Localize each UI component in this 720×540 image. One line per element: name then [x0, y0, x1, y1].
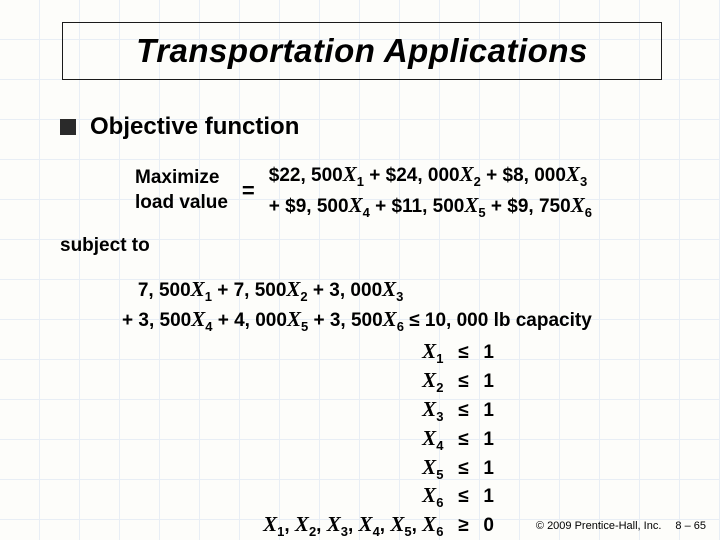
objective-lhs-line1: Maximize	[135, 166, 228, 191]
variable-bounds: X1 ≤1 X2 ≤1 X3 ≤1 X4 ≤1 X5 ≤1 X6 ≤1	[122, 338, 622, 512]
bound-val: 1	[483, 427, 494, 452]
nonneg-vars: X1, X2, X3, X4, X5, X6	[263, 511, 443, 540]
page-title: Transportation Applications	[136, 32, 588, 70]
objective-rhs-line1: $22, 500X1 + $24, 000X2 + $8, 000X3	[269, 160, 592, 191]
nonneg-val: 0	[483, 513, 494, 538]
bound-op: ≤	[451, 398, 475, 423]
footer-page: 8 – 65	[675, 520, 706, 532]
objective-lhs: Maximize load value	[135, 166, 228, 215]
title-box: Transportation Applications	[62, 22, 662, 80]
nonneg-op: ≥	[451, 513, 475, 538]
bound-op: ≤	[451, 369, 475, 394]
bound-var: X3	[422, 396, 443, 425]
bound-op: ≤	[451, 427, 475, 452]
nonneg-constraint: X1, X2, X3, X4, X5, X6 ≥0	[122, 511, 494, 540]
slide-content: Transportation Applications Objective fu…	[0, 0, 720, 540]
objective-lhs-line2: load value	[135, 191, 228, 216]
bound-row: X6 ≤1	[122, 482, 494, 511]
bound-var: X2	[422, 367, 443, 396]
bound-val: 1	[483, 484, 494, 509]
bound-val: 1	[483, 456, 494, 481]
footer: © 2009 Prentice-Hall, Inc. 8 – 65	[536, 520, 706, 532]
bound-val: 1	[483, 398, 494, 423]
subject-to: subject to	[60, 235, 150, 257]
bullet-square-icon	[60, 119, 76, 135]
capacity-line1: 7, 500X1 + 7, 500X2 + 3, 000X3	[122, 275, 622, 305]
bound-row: X4 ≤1	[122, 425, 494, 454]
objective-rhs: $22, 500X1 + $24, 000X2 + $8, 000X3 + $9…	[269, 160, 592, 222]
bound-op: ≤	[451, 456, 475, 481]
bound-var: X5	[422, 454, 443, 483]
bound-op: ≤	[451, 484, 475, 509]
bound-row: X3 ≤1	[122, 396, 494, 425]
objective-function: Maximize load value = $22, 500X1 + $24, …	[135, 160, 592, 222]
capacity-constraint: 7, 500X1 + 7, 500X2 + 3, 000X3 + 3, 500X…	[122, 275, 622, 336]
bound-row: X1 ≤1	[122, 338, 494, 367]
bound-var: X1	[422, 338, 443, 367]
constraints: 7, 500X1 + 7, 500X2 + 3, 000X3 + 3, 500X…	[122, 275, 622, 540]
capacity-line2: + 3, 500X4 + 4, 000X5 + 3, 500X6 ≤ 10, 0…	[122, 305, 622, 335]
bound-op: ≤	[451, 340, 475, 365]
bound-val: 1	[483, 340, 494, 365]
bound-var: X6	[422, 482, 443, 511]
objective-rhs-line2: + $9, 500X4 + $11, 500X5 + $9, 750X6	[269, 191, 592, 222]
bound-val: 1	[483, 369, 494, 394]
bound-row: X2 ≤1	[122, 367, 494, 396]
bound-var: X4	[422, 425, 443, 454]
objective-equals: =	[242, 178, 255, 204]
bullet-row: Objective function	[60, 113, 299, 141]
footer-copyright: © 2009 Prentice-Hall, Inc.	[536, 520, 662, 532]
bullet-label: Objective function	[90, 113, 299, 141]
bound-row: X5 ≤1	[122, 454, 494, 483]
